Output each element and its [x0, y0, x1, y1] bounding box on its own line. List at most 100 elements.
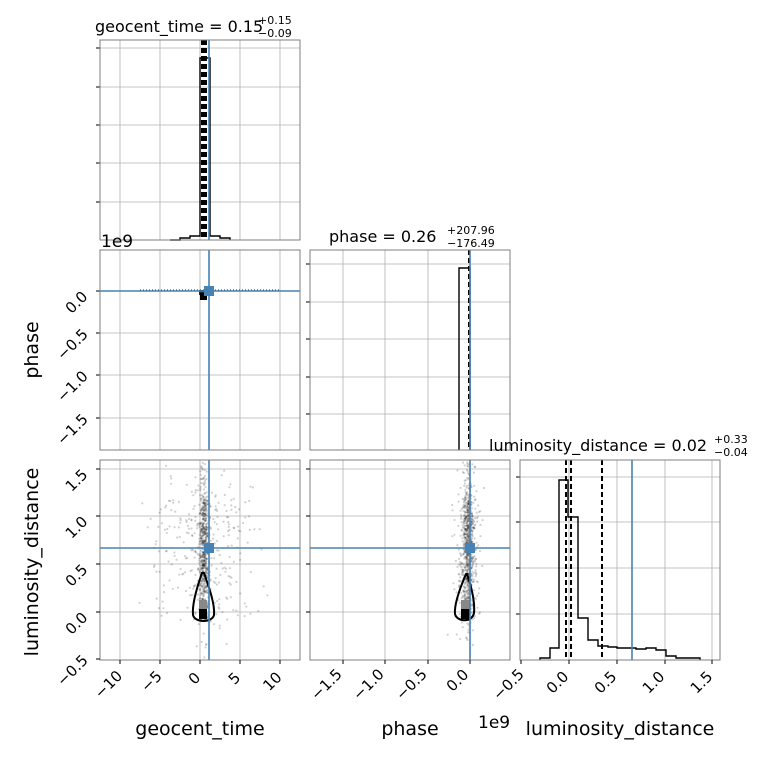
sample-point: [201, 511, 205, 514]
sample-point: [201, 598, 204, 601]
sample-point: [459, 534, 462, 537]
sample-point: [203, 531, 207, 534]
sample-point: [171, 587, 174, 590]
sample-point: [463, 479, 466, 482]
sample-point: [202, 537, 205, 540]
sample-point: [239, 558, 242, 561]
sample-point: [457, 563, 460, 566]
sample-point: [204, 513, 207, 517]
sample-point: [204, 554, 207, 557]
sample-point: [462, 562, 465, 566]
sample-point: [169, 499, 172, 503]
sample-point: [466, 509, 469, 512]
sample-point: [205, 514, 208, 517]
sample-point: [202, 554, 205, 557]
sample-point: [189, 569, 192, 573]
sample-point: [458, 557, 461, 561]
sample-point: [463, 510, 466, 513]
sample-point: [461, 461, 465, 464]
panel-frame: [99, 249, 301, 451]
sample-point: [202, 515, 205, 518]
sample-point: [461, 553, 464, 556]
sample-point: [465, 553, 468, 556]
sample-point: [204, 537, 208, 540]
sample-point: [471, 522, 475, 526]
sample-point: [223, 493, 226, 497]
sample-point: [196, 522, 199, 525]
sample-point: [200, 592, 203, 595]
sample-point: [198, 533, 201, 536]
sample-point: [192, 507, 195, 510]
sample-point: [212, 557, 216, 560]
sample-point: [201, 511, 204, 514]
sample-point: [467, 513, 470, 517]
sample-point: [473, 589, 476, 592]
sample-point: [199, 556, 202, 559]
sample-point: [464, 524, 467, 528]
sample-point: [199, 583, 202, 586]
sample-point: [225, 642, 228, 646]
sample-point: [466, 584, 469, 588]
sample-point: [202, 500, 206, 503]
sample-point: [213, 542, 216, 545]
sample-point: [475, 511, 478, 514]
sample-point: [466, 505, 469, 508]
sample-point: [466, 525, 469, 528]
sample-point: [475, 517, 479, 520]
sample-point: [473, 527, 476, 530]
sample-point: [204, 553, 207, 556]
sample-point: [201, 522, 205, 525]
sample-point: [467, 519, 470, 522]
sample-point: [465, 501, 468, 504]
sample-point: [226, 545, 230, 548]
sample-point: [161, 600, 164, 603]
sample-point: [477, 544, 480, 547]
sample-point: [202, 500, 205, 503]
sample-point: [204, 535, 207, 539]
sample-point: [201, 570, 205, 573]
sample-point: [202, 565, 205, 569]
sample-point: [460, 621, 463, 624]
sample-point: [203, 559, 206, 562]
sample-point: [467, 502, 470, 505]
sample-point: [467, 586, 470, 589]
sample-point: [467, 554, 470, 557]
sample-point: [465, 539, 468, 542]
sample-point: [466, 509, 469, 512]
sample-point: [227, 523, 230, 526]
sample-point: [477, 504, 480, 507]
sample-point: [466, 527, 469, 531]
sample-point: [467, 568, 470, 571]
sample-point: [466, 584, 469, 587]
sample-point: [463, 585, 466, 589]
sample-point: [202, 513, 205, 516]
sample-point: [204, 508, 208, 511]
sample-point: [464, 586, 467, 589]
sample-point: [202, 517, 205, 520]
sample-point: [201, 553, 204, 556]
sample-point: [464, 530, 467, 533]
sample-point: [194, 611, 197, 614]
sample-point: [201, 581, 204, 584]
sample-point: [178, 535, 181, 539]
sample-point: [217, 606, 220, 609]
sample-point: [202, 526, 205, 530]
sample-point: [472, 555, 475, 558]
sample-point: [470, 537, 474, 540]
sample-point: [466, 518, 469, 521]
sample-point: [465, 529, 468, 532]
sample-point: [465, 565, 468, 568]
sample-point: [479, 535, 482, 538]
sample-point: [471, 611, 474, 614]
sample-point: [467, 511, 470, 514]
sample-point: [199, 529, 203, 532]
sample-point: [465, 540, 468, 543]
sample-point: [202, 506, 205, 509]
sample-point: [467, 533, 470, 536]
sample-point: [474, 558, 477, 561]
sample-point: [243, 615, 246, 618]
sample-point: [206, 531, 209, 534]
sample-point: [204, 559, 207, 562]
sample-point: [471, 514, 474, 518]
sample-point: [190, 549, 193, 552]
